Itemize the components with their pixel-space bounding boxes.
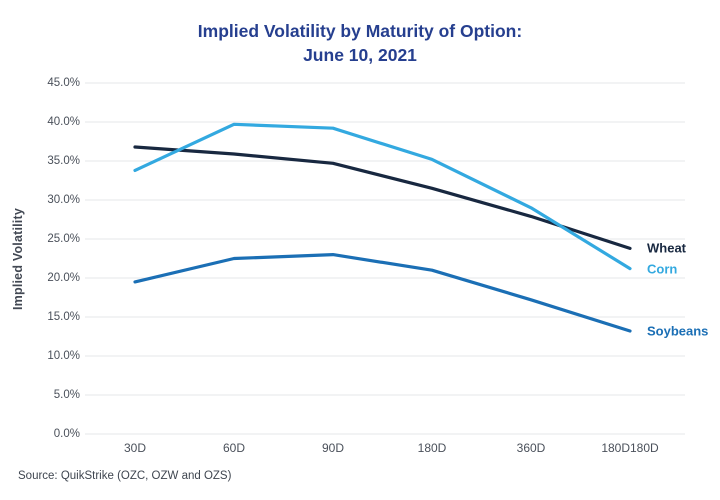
y-tick-label: 15.0% [47, 311, 80, 323]
chart-title-line1: Implied Volatility by Maturity of Option… [197, 21, 523, 41]
source-note: Source: QuikStrike (OZC, OZW and OZS) [18, 470, 232, 482]
series-label-wheat: Wheat [647, 240, 686, 256]
x-tick-label: 360D [516, 441, 546, 455]
x-tick-label: 90D [321, 441, 344, 455]
x-tick-label: 30D [123, 441, 146, 455]
x-tick-label: 180D180D [601, 441, 659, 455]
y-tick-label: 10.0% [47, 350, 80, 362]
series-line-wheat [133, 145, 632, 250]
x-tick-label: 180D [417, 441, 447, 455]
x-tick-label: 60D [222, 441, 245, 455]
y-tick-label: 45.0% [47, 77, 80, 89]
y-tick-label: 30.0% [47, 194, 80, 206]
y-tick-label: 5.0% [53, 389, 80, 401]
series-label-corn: Corn [647, 261, 678, 277]
chart-title-line2: June 10, 2021 [303, 44, 417, 65]
y-tick-label: 35.0% [47, 155, 80, 167]
y-tick-label: 25.0% [47, 233, 80, 245]
series-line-soybeans [133, 253, 632, 333]
series-label-soybeans: Soybeans [647, 323, 709, 339]
y-tick-label: 0.0% [53, 428, 80, 440]
chart-title: Implied Volatility by Maturity of Option… [0, 20, 720, 67]
y-tick-label: 20.0% [47, 272, 80, 284]
series-line-corn [133, 122, 632, 271]
y-tick-label: 40.0% [47, 116, 80, 128]
